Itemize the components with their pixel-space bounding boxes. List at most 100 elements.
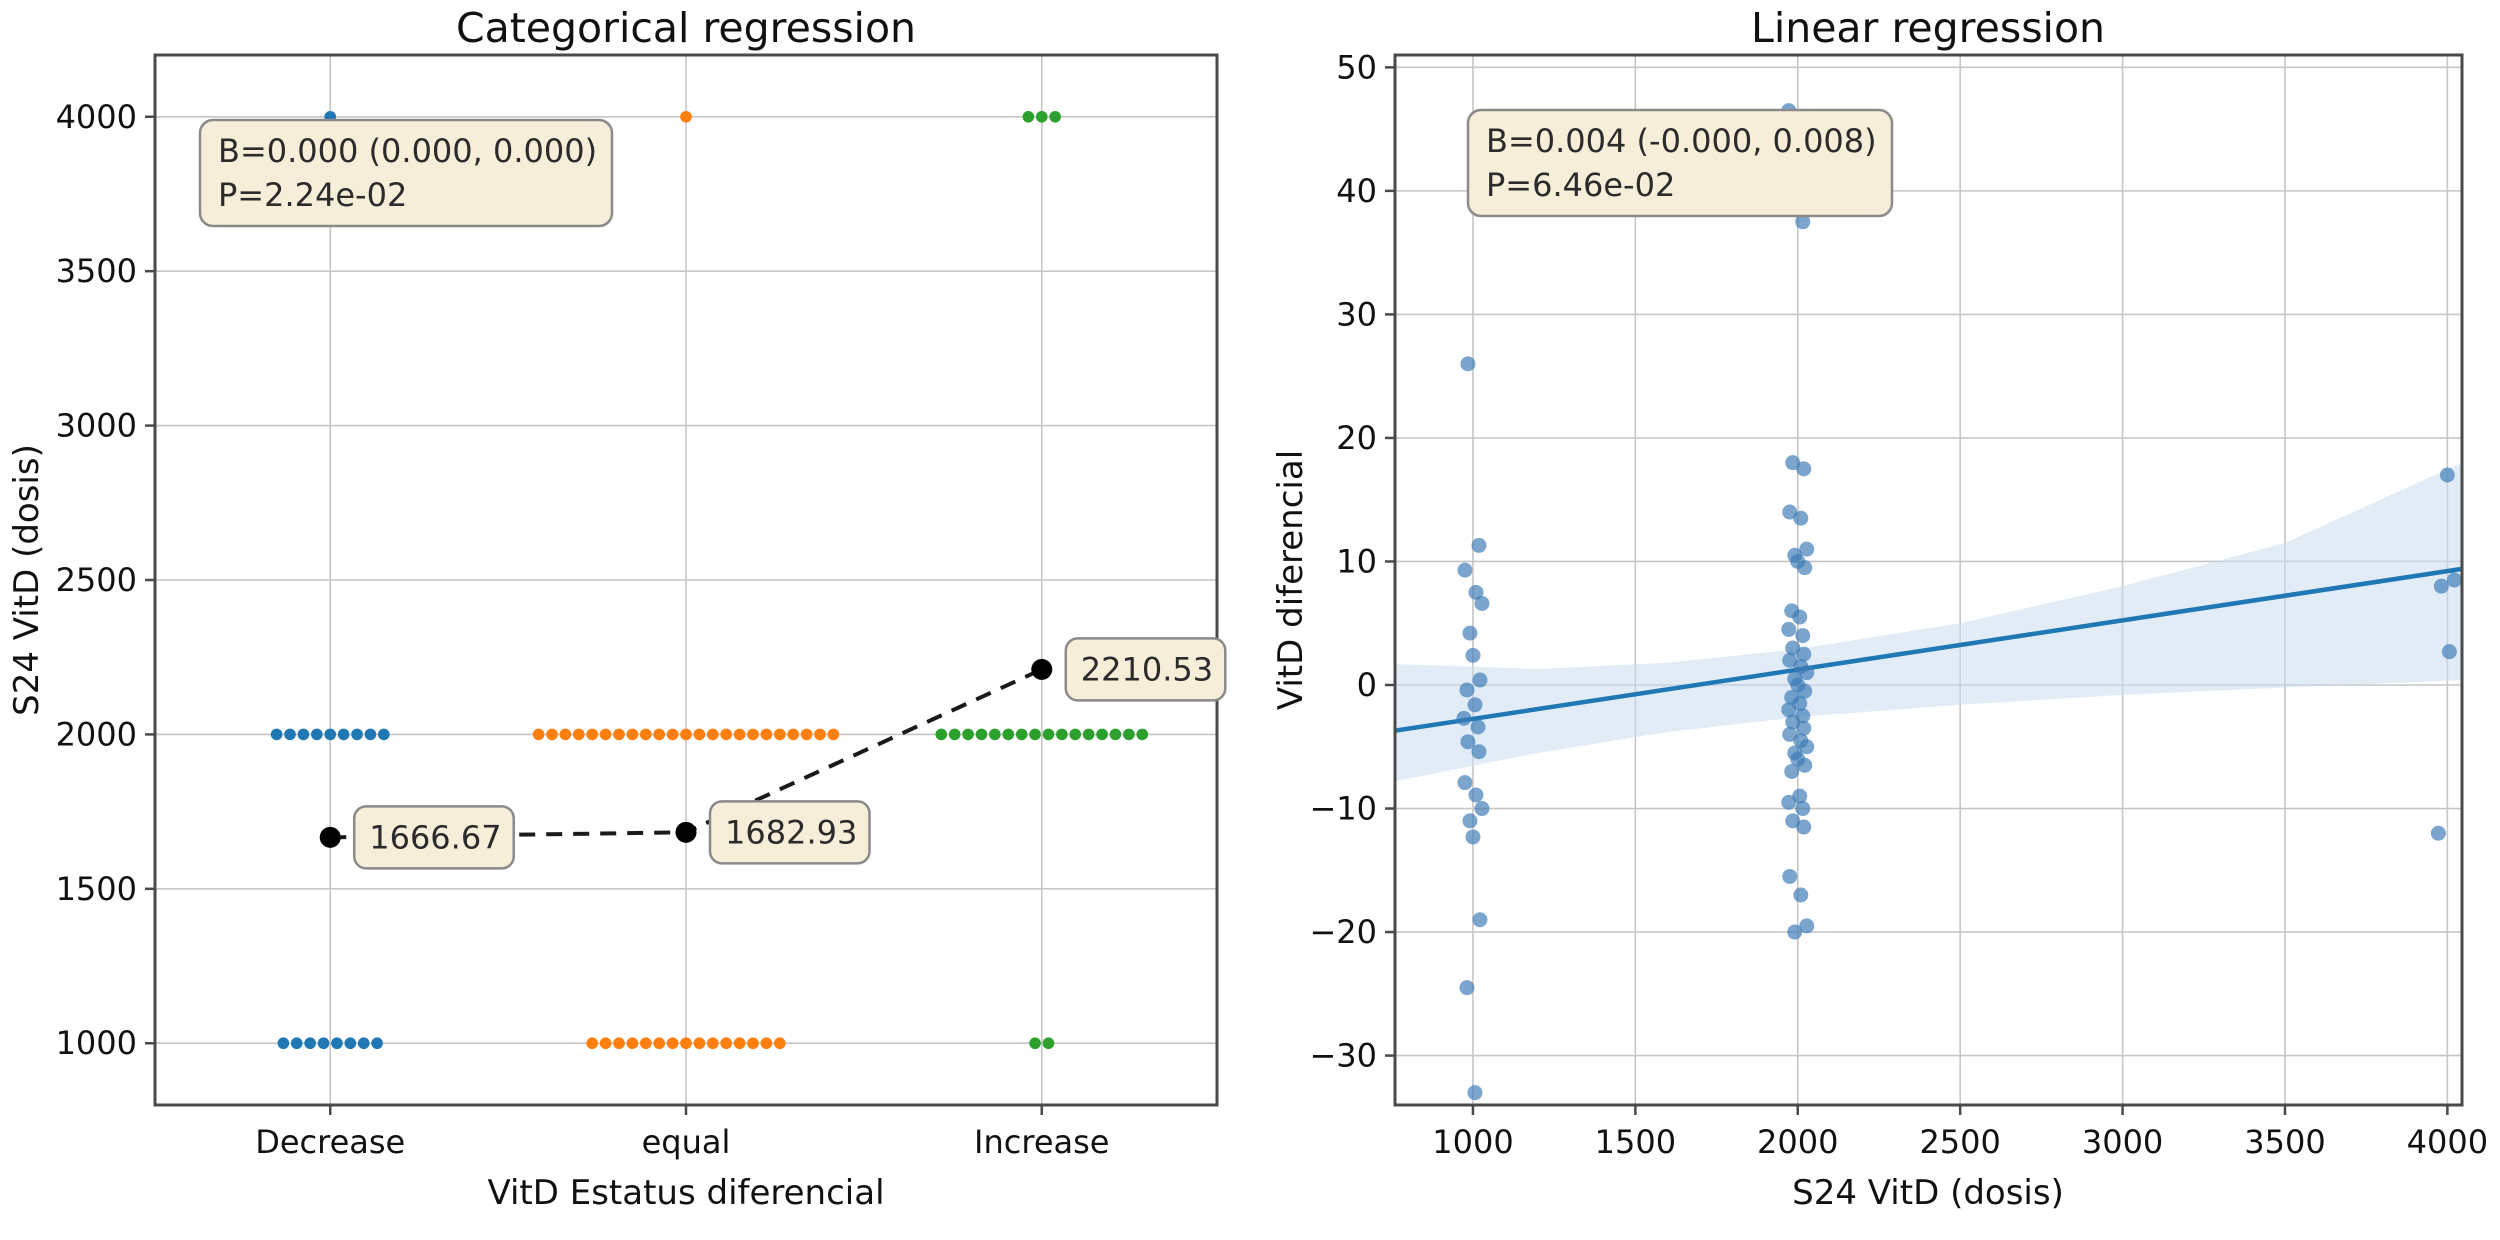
scatter-dot (1002, 728, 1015, 741)
confidence-band (1395, 462, 2462, 782)
y-tick-label: 40 (1336, 172, 1377, 210)
scatter-dot (760, 1037, 773, 1050)
scatter-dot (1459, 682, 1475, 698)
scatter-dot (1782, 504, 1798, 520)
x-tick-label: 2500 (1919, 1123, 2000, 1161)
y-tick-label: 3000 (56, 407, 137, 445)
mean-label-box (708, 800, 871, 865)
x-tick-label: 4000 (2407, 1123, 2488, 1161)
scatter-dot (371, 1037, 383, 1050)
y-tick-label: 0 (1357, 666, 1377, 704)
scatter-dot (814, 728, 826, 741)
scatter-dot (653, 1037, 665, 1050)
scatter-dot (1785, 714, 1801, 730)
scatter-dot (613, 1037, 625, 1050)
scatter-dot (1472, 912, 1488, 928)
scatter-dot (599, 728, 612, 741)
x-tick-label: 1500 (1595, 1123, 1676, 1161)
x-axis-label: S24 VitD (dosis) (1792, 1173, 2064, 1213)
scatter-dot (304, 1037, 316, 1050)
scatter-dot (1462, 813, 1478, 829)
scatter-dot (1785, 640, 1801, 656)
x-tick-label: Decrease (255, 1123, 405, 1161)
scatter-dot (1457, 775, 1473, 791)
linear-regression-svg: Linear regression −30 −20 −10 0 10 20 30 40 50 10… (1271, 4, 2488, 1213)
scatter-dot (1782, 868, 1798, 884)
scatter-dot (1781, 702, 1797, 718)
plot-spine (1393, 53, 2464, 1107)
x-tick-label: Increase (974, 1123, 1109, 1161)
scatter-dot (2439, 467, 2455, 483)
x-tick-label: equal (642, 1123, 731, 1161)
mean-label: 1666.67 (369, 818, 501, 856)
scatter-dot (337, 728, 350, 741)
annotation-b-line: B=0.004 (-0.000, 0.008) (1486, 122, 1877, 160)
plot-spine (153, 53, 1219, 1107)
scatter-dot (774, 728, 786, 741)
scatter-dot (284, 728, 296, 741)
scatter-dot (1792, 696, 1808, 712)
scatter-dot (1797, 757, 1813, 773)
categorical-regression-panel: Categorical regression 1000 1500 2000 2500 3… (0, 0, 1250, 1236)
y-tick-label: 1500 (56, 870, 137, 908)
scatter-dot (1035, 110, 1048, 123)
scatter-dot (344, 1037, 357, 1050)
stats-annotation: B=0.004 (-0.000, 0.008) P=6.46e-02 (1466, 108, 1894, 218)
scatter-dot (1795, 628, 1811, 644)
scatter-dot (1470, 719, 1486, 735)
scatter-dot (378, 728, 390, 741)
scatter-dot (559, 728, 572, 741)
scatter-dot (324, 728, 337, 741)
scatter-dot (760, 728, 773, 741)
y-tick-label: 2500 (56, 561, 137, 599)
scatter-dot (1029, 1037, 1041, 1050)
scatter-dot (1468, 584, 1484, 600)
scatter-dot (720, 728, 732, 741)
scatter-dot (364, 728, 377, 741)
scatter-dot (1042, 728, 1055, 741)
scatter-dot (653, 728, 665, 741)
y-tick-label: −10 (1309, 790, 1377, 828)
scatter-dot (357, 1037, 370, 1050)
scatter-dot (1465, 647, 1481, 663)
scatter-dot (787, 728, 799, 741)
scatter-dot (1456, 710, 1472, 726)
scatter-dot (2441, 644, 2457, 660)
scatter-dot (1109, 728, 1122, 741)
scatter-dot (331, 1037, 343, 1050)
scatter-dot (311, 728, 323, 741)
scatter-dot (1472, 672, 1488, 688)
scatter-dot (1785, 813, 1801, 829)
scatter-dot (2446, 572, 2462, 588)
scatter-dot (1785, 455, 1801, 471)
scatter-dot (290, 1037, 303, 1050)
y-tick-label: 1000 (56, 1024, 137, 1062)
scatter-dot (1123, 728, 1135, 741)
linear-regression-panel: Linear regression −30 −20 −10 0 10 20 30 40 50 10… (1250, 0, 2500, 1236)
scatter-dot (975, 728, 988, 741)
scatter-dot (1029, 728, 1041, 741)
scatter-dot (1784, 763, 1800, 779)
scatter-dot (573, 728, 585, 741)
scatter-dot (962, 728, 974, 741)
y-axis-label: VitD diferencial (1271, 450, 1311, 710)
mean-label-box (1064, 637, 1227, 702)
scatter-dot (989, 728, 1001, 741)
scatter-dot (270, 728, 283, 741)
scatter-dot (626, 1037, 639, 1050)
scatter-dot (666, 728, 679, 741)
scatter-dot (733, 728, 746, 741)
scatter-dot (747, 728, 759, 741)
scatter-dot (1795, 214, 1811, 230)
scatter-dot (1799, 918, 1815, 934)
scatter-dot (1782, 652, 1798, 668)
categorical-regression-svg: Categorical regression 1000 1500 2000 2500 3… (7, 4, 1227, 1213)
scatter-dot (935, 728, 948, 741)
scatter-dot (586, 728, 598, 741)
scatter-dot (640, 1037, 652, 1050)
annotation-box (198, 118, 614, 228)
scatter-dot (747, 1037, 759, 1050)
mean-label: 2210.53 (1081, 650, 1213, 688)
mean-label: 1682.93 (725, 813, 857, 851)
chart-title: Categorical regression (456, 4, 916, 52)
